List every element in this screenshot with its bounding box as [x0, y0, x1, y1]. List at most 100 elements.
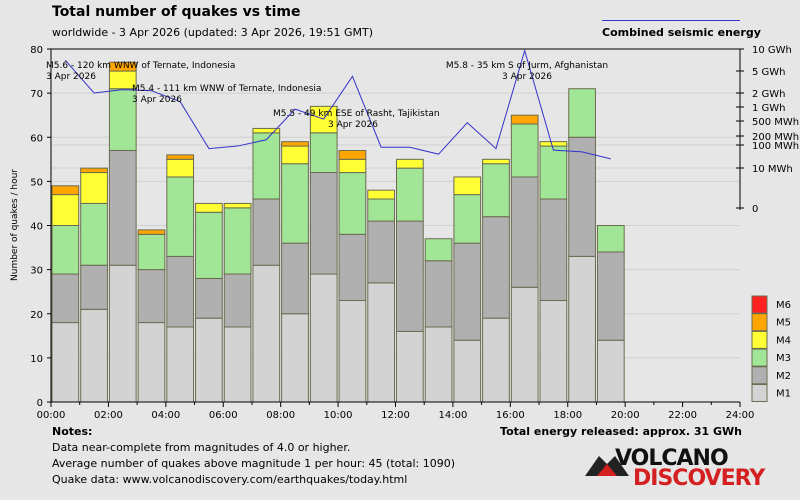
- x-tick-label: 10:00: [324, 410, 353, 421]
- bar-m1: [137, 322, 166, 403]
- legend-swatch-m4: [751, 330, 768, 349]
- bar-m4: [281, 145, 309, 165]
- bar-m3: [539, 145, 568, 200]
- notes-label: Notes:: [52, 425, 93, 438]
- legend-label: M2: [776, 371, 791, 382]
- chart-subtitle: worldwide - 3 Apr 2026 (updated: 3 Apr 2…: [52, 26, 374, 39]
- energy-legend-line: [602, 20, 740, 21]
- x-tick-label: 08:00: [266, 410, 295, 421]
- quake-annotation-date: 3 Apr 2026: [132, 95, 182, 105]
- quake-annotation: M5.4 - 111 km WNW of Ternate, Indonesia: [132, 84, 321, 94]
- bar-m1: [396, 330, 424, 403]
- bar-m1: [51, 322, 80, 403]
- bar-m2: [367, 220, 395, 284]
- x-tick-label: 18:00: [553, 410, 582, 421]
- bar-m2: [51, 273, 80, 324]
- total-energy: Total energy released: approx. 31 GWh: [500, 425, 742, 438]
- bar-m2: [568, 136, 596, 257]
- bar-m5: [108, 61, 137, 72]
- y-tick-label: 50: [30, 177, 43, 188]
- y-tick-label: 40: [30, 222, 43, 233]
- bar-m5: [137, 229, 166, 235]
- y-tick-label: 60: [30, 133, 43, 144]
- bar-m2: [396, 220, 424, 332]
- energy-tick-label: 10 MWh: [752, 164, 793, 175]
- legend-swatch-m3: [751, 348, 768, 367]
- bar-m3: [482, 163, 510, 218]
- x-tick-label: 12:00: [381, 410, 410, 421]
- bar-m1: [80, 308, 108, 403]
- bar-m1: [424, 326, 453, 403]
- bar-m1: [367, 282, 395, 403]
- energy-tick-label: 500 MWh: [752, 117, 799, 128]
- x-tick-label: 22:00: [668, 410, 697, 421]
- energy-tick-label: 5 GWh: [752, 67, 786, 78]
- bar-m1: [510, 286, 539, 403]
- bar-m3: [108, 88, 137, 151]
- bar-m2: [223, 273, 252, 328]
- bar-m4: [367, 189, 395, 200]
- quake-annotation-date: 3 Apr 2026: [46, 72, 96, 82]
- quake-annotation: M5.6 - 120 km WNW of Ternate, Indonesia: [46, 61, 235, 71]
- quake-annotation-date: 3 Apr 2026: [502, 72, 552, 82]
- x-tick-label: 14:00: [439, 410, 468, 421]
- x-tick-label: 16:00: [496, 410, 525, 421]
- energy-tick-label: 0: [752, 204, 758, 215]
- bar-m2: [510, 176, 539, 288]
- bar-m2: [108, 149, 137, 266]
- energy-tick-label: 200 MWh: [752, 132, 799, 143]
- bar-m3: [309, 132, 338, 174]
- bar-m2: [338, 233, 367, 302]
- bar-m3: [223, 207, 252, 275]
- bar-m3: [252, 132, 281, 200]
- bar-m2: [424, 260, 453, 328]
- x-tick-label: 06:00: [209, 410, 238, 421]
- note-line: Data near-complete from magnitudes of 4.…: [52, 441, 351, 454]
- bar-m1: [252, 264, 281, 403]
- chart-title: Total number of quakes vs time: [52, 4, 301, 20]
- bar-m4: [80, 172, 108, 204]
- bar-m2: [281, 242, 309, 315]
- bar-m3: [281, 163, 309, 244]
- bar-m4: [166, 158, 195, 178]
- bar-m4: [453, 176, 482, 196]
- x-tick-label: 00:00: [37, 410, 66, 421]
- quake-annotation-date: 3 Apr 2026: [328, 120, 378, 130]
- note-line: Average number of quakes above magnitude…: [52, 457, 455, 470]
- bar-m4: [396, 158, 424, 169]
- bar-m4: [482, 158, 510, 165]
- bar-m1: [108, 264, 137, 403]
- x-tick-label: 02:00: [94, 410, 123, 421]
- energy-tick-label: 1 GWh: [752, 103, 786, 114]
- legend-label: M1: [776, 389, 791, 400]
- bar-m3: [367, 198, 395, 222]
- note-line: Quake data: www.volcanodiscovery.com/ear…: [52, 473, 408, 486]
- bar-m3: [396, 167, 424, 222]
- energy-tick-label: 10 GWh: [752, 45, 792, 56]
- bar-m3: [137, 233, 166, 271]
- bar-m2: [539, 198, 568, 302]
- bar-m5: [510, 114, 539, 125]
- bar-m1: [309, 273, 338, 403]
- bar-m2: [453, 242, 482, 341]
- legend-swatch-m6: [751, 295, 768, 314]
- bar-m3: [424, 238, 453, 262]
- energy-legend-label: Combined seismic energy: [602, 26, 761, 39]
- legend-label: M3: [776, 353, 791, 364]
- bar-m4: [252, 127, 281, 134]
- bar-m1: [482, 317, 510, 403]
- legend-label: M6: [776, 300, 791, 311]
- y-tick-label: 30: [30, 266, 43, 277]
- bar-m5: [80, 167, 108, 174]
- x-tick-label: 04:00: [151, 410, 180, 421]
- y-tick-label: 80: [30, 45, 43, 56]
- bar-m3: [166, 176, 195, 257]
- y-tick-label: 10: [30, 354, 43, 365]
- bar-m4: [195, 202, 223, 213]
- energy-line: [64, 48, 611, 160]
- bar-m1: [281, 313, 309, 403]
- bar-m2: [137, 269, 166, 324]
- logo-volcano-icon: [585, 456, 629, 476]
- y-tick-label: 0: [37, 398, 43, 409]
- bar-m3: [596, 225, 625, 253]
